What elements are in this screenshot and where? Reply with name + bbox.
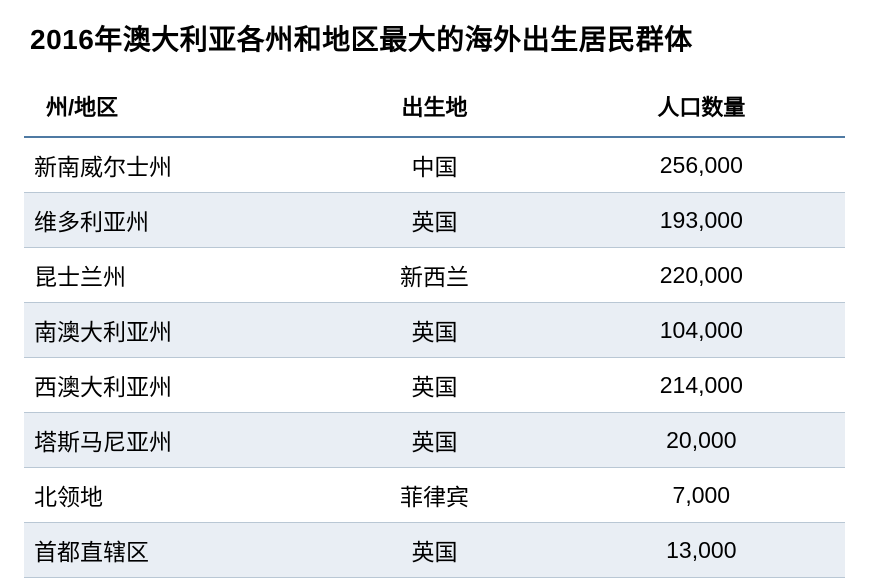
cell-birthplace: 英国 [311, 523, 557, 578]
data-table: 州/地区 出生地 人口数量 新南威尔士州 中国 256,000 维多利亚州 英国… [24, 80, 845, 578]
cell-population: 104,000 [558, 303, 845, 358]
col-header-birthplace: 出生地 [311, 80, 557, 137]
cell-state: 维多利亚州 [24, 193, 311, 248]
page-container: 2016年澳大利亚各州和地区最大的海外出生居民群体 州/地区 出生地 人口数量 … [0, 0, 869, 578]
table-row: 维多利亚州 英国 193,000 [24, 193, 845, 248]
cell-state: 塔斯马尼亚州 [24, 413, 311, 468]
cell-birthplace: 英国 [311, 358, 557, 413]
cell-state: 昆士兰州 [24, 248, 311, 303]
table-row: 昆士兰州 新西兰 220,000 [24, 248, 845, 303]
table-header-row: 州/地区 出生地 人口数量 [24, 80, 845, 137]
cell-state: 新南威尔士州 [24, 137, 311, 193]
page-title: 2016年澳大利亚各州和地区最大的海外出生居民群体 [30, 18, 845, 58]
cell-birthplace: 新西兰 [311, 248, 557, 303]
cell-birthplace: 中国 [311, 137, 557, 193]
table-row: 北领地 菲律宾 7,000 [24, 468, 845, 523]
table-row: 南澳大利亚州 英国 104,000 [24, 303, 845, 358]
cell-population: 193,000 [558, 193, 845, 248]
col-header-population: 人口数量 [558, 80, 845, 137]
table-row: 塔斯马尼亚州 英国 20,000 [24, 413, 845, 468]
cell-birthplace: 英国 [311, 413, 557, 468]
cell-population: 214,000 [558, 358, 845, 413]
table-row: 新南威尔士州 中国 256,000 [24, 137, 845, 193]
cell-birthplace: 英国 [311, 303, 557, 358]
table-row: 西澳大利亚州 英国 214,000 [24, 358, 845, 413]
cell-state: 北领地 [24, 468, 311, 523]
cell-state: 南澳大利亚州 [24, 303, 311, 358]
cell-population: 20,000 [558, 413, 845, 468]
cell-state: 首都直辖区 [24, 523, 311, 578]
table-row: 首都直辖区 英国 13,000 [24, 523, 845, 578]
cell-population: 13,000 [558, 523, 845, 578]
cell-population: 220,000 [558, 248, 845, 303]
cell-birthplace: 英国 [311, 193, 557, 248]
cell-state: 西澳大利亚州 [24, 358, 311, 413]
cell-population: 7,000 [558, 468, 845, 523]
cell-birthplace: 菲律宾 [311, 468, 557, 523]
cell-population: 256,000 [558, 137, 845, 193]
col-header-state: 州/地区 [24, 80, 311, 137]
